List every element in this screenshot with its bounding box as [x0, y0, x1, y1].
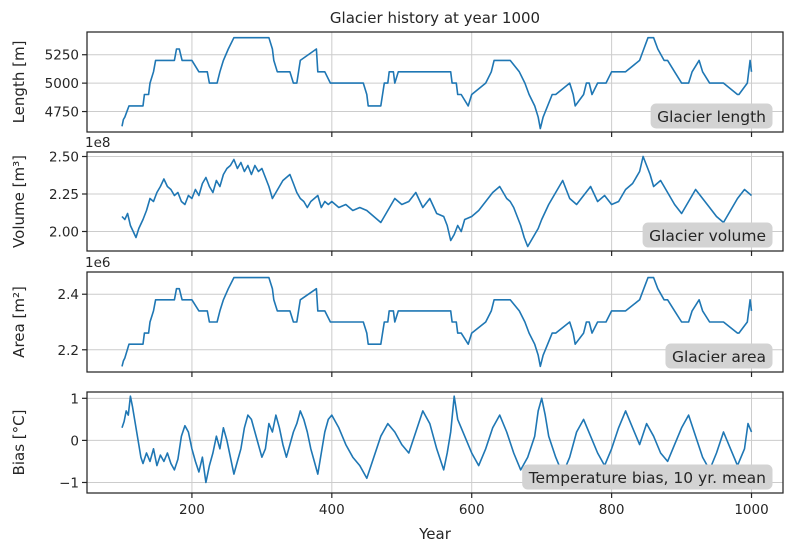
annotation-badge: [665, 343, 773, 369]
y-tick-label: 4750: [45, 105, 79, 121]
series-line-bias: [121, 395, 753, 484]
y-axis-label: Bias [°C]: [10, 410, 28, 476]
y-tick-label: 5250: [45, 48, 79, 64]
annotation-badge: [522, 464, 773, 490]
panel-annotation: Glacier area: [672, 348, 766, 366]
y-tick-label: 2.50: [49, 150, 79, 166]
y-axis-label: Area [m²]: [10, 286, 28, 358]
panel-area: 2.2 2.4 Area [m²] 1e6 Glacier area: [10, 255, 784, 377]
y-axis-exponent: 1e6: [85, 255, 110, 271]
annotation-badge: [650, 103, 773, 129]
y-axis-exponent: 1e8: [85, 135, 110, 151]
chart-title: Glacier history at year 1000: [330, 9, 540, 27]
series-line-volume: [121, 155, 753, 248]
x-tick-label: 600: [459, 502, 485, 518]
y-tick-label: 0: [70, 433, 79, 449]
y-tick-label: 2.2: [58, 343, 79, 359]
y-tick-label: −1: [59, 475, 79, 491]
y-tick-label: 2.25: [49, 187, 79, 203]
axes-frame: [86, 31, 784, 133]
y-axis-label: Volume [m³]: [10, 155, 28, 248]
panel-annotation: Glacier volume: [649, 227, 766, 245]
y-tick-label: 5000: [45, 76, 79, 92]
panel-annotation: Temperature bias, 10 yr. mean: [528, 469, 766, 487]
axes-frame: [86, 391, 784, 494]
series-line-area: [121, 276, 753, 368]
axes-frame: [86, 151, 784, 252]
y-tick-label: 1: [70, 391, 79, 407]
axes-frame: [86, 271, 784, 373]
panel-length: 4750 5000 5250 Length [m] Glacier history at…: [10, 9, 784, 137]
panel-volume: 2.00 2.25 2.50 Volume [m³] 1e8 Glacier volume: [10, 135, 784, 256]
panel-bias: −1 0 1 Bias [°C] Temperature bias, 10 yr. me…: [10, 391, 784, 543]
x-axis-label: Year: [418, 525, 452, 543]
x-tick-label: 400: [319, 502, 345, 518]
y-axis-label: Length [m]: [10, 41, 28, 124]
x-tick-label: 200: [179, 502, 205, 518]
x-tick-label: 1000: [734, 502, 768, 518]
x-tick-label: 800: [599, 502, 625, 518]
panel-annotation: Glacier length: [657, 108, 766, 126]
annotation-badge: [642, 222, 773, 248]
y-tick-label: 2.4: [58, 287, 79, 303]
series-line-length: [121, 36, 753, 130]
y-tick-label: 2.00: [49, 225, 79, 241]
